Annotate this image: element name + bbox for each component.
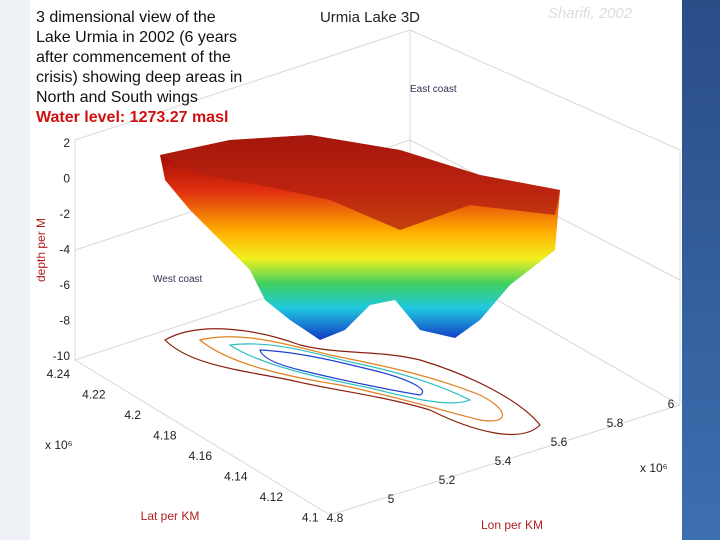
- surface-top: [160, 135, 560, 230]
- lon-tick-label: 5.6: [551, 435, 568, 449]
- lon-tick-label: 4.8: [327, 511, 344, 525]
- lon-tick-label: 5: [388, 492, 395, 506]
- lon-tick-label: 5.2: [439, 473, 456, 487]
- left-strip: [0, 0, 30, 540]
- water-level: Water level: 1273.27 masl: [36, 109, 228, 126]
- z-axis-label: depth per M: [34, 218, 48, 282]
- z-tick-label: -2: [59, 207, 70, 221]
- z-tick-label: -8: [59, 314, 70, 328]
- lon-axis-label: Lon per KM: [481, 518, 543, 532]
- lat-axis-label: Lat per KM: [141, 509, 200, 523]
- z-tick-label: 0: [63, 172, 70, 186]
- z-tick-label: -10: [53, 349, 71, 363]
- caption-line: after commencement of the: [36, 49, 231, 66]
- lat-tick-label: 4.2: [124, 408, 141, 422]
- caption-line: crisis) showing deep areas in: [36, 69, 242, 86]
- plot-title: Urmia Lake 3D: [320, 9, 420, 26]
- caption-line: 3 dimensional view of the: [36, 9, 216, 26]
- z-tick-label: 2: [63, 136, 70, 150]
- lat-tick-label: 4.12: [260, 490, 284, 504]
- caption: 3 dimensional view of the Lake Urmia in …: [36, 9, 242, 126]
- lat-multiplier: x 10⁶: [45, 438, 73, 452]
- z-tick-label: -6: [59, 278, 70, 292]
- lat-tick-label: 4.1: [302, 511, 319, 525]
- lon-tick-label: 5.8: [607, 416, 624, 430]
- lat-tick-label: 4.24: [47, 367, 71, 381]
- east-label: East coast: [410, 84, 457, 95]
- lon-tick-label: 5.4: [495, 454, 512, 468]
- right-strip: [682, 0, 720, 540]
- west-label: West coast: [153, 274, 202, 285]
- caption-line: Lake Urmia in 2002 (6 years: [36, 29, 237, 46]
- ticks: 20-2-4-6-8-104.244.224.24.184.164.144.12…: [47, 136, 675, 525]
- lon-multiplier: x 10⁶: [640, 461, 668, 475]
- credit: Sharifi, 2002: [548, 5, 633, 22]
- caption-line: North and South wings: [36, 89, 198, 106]
- contours: [164, 328, 541, 436]
- lat-tick-label: 4.16: [189, 449, 213, 463]
- lat-tick-label: 4.18: [153, 429, 177, 443]
- lat-tick-label: 4.22: [82, 388, 106, 402]
- z-tick-label: -4: [59, 243, 70, 257]
- lon-tick-label: 6: [668, 397, 675, 411]
- lat-tick-label: 4.14: [224, 470, 248, 484]
